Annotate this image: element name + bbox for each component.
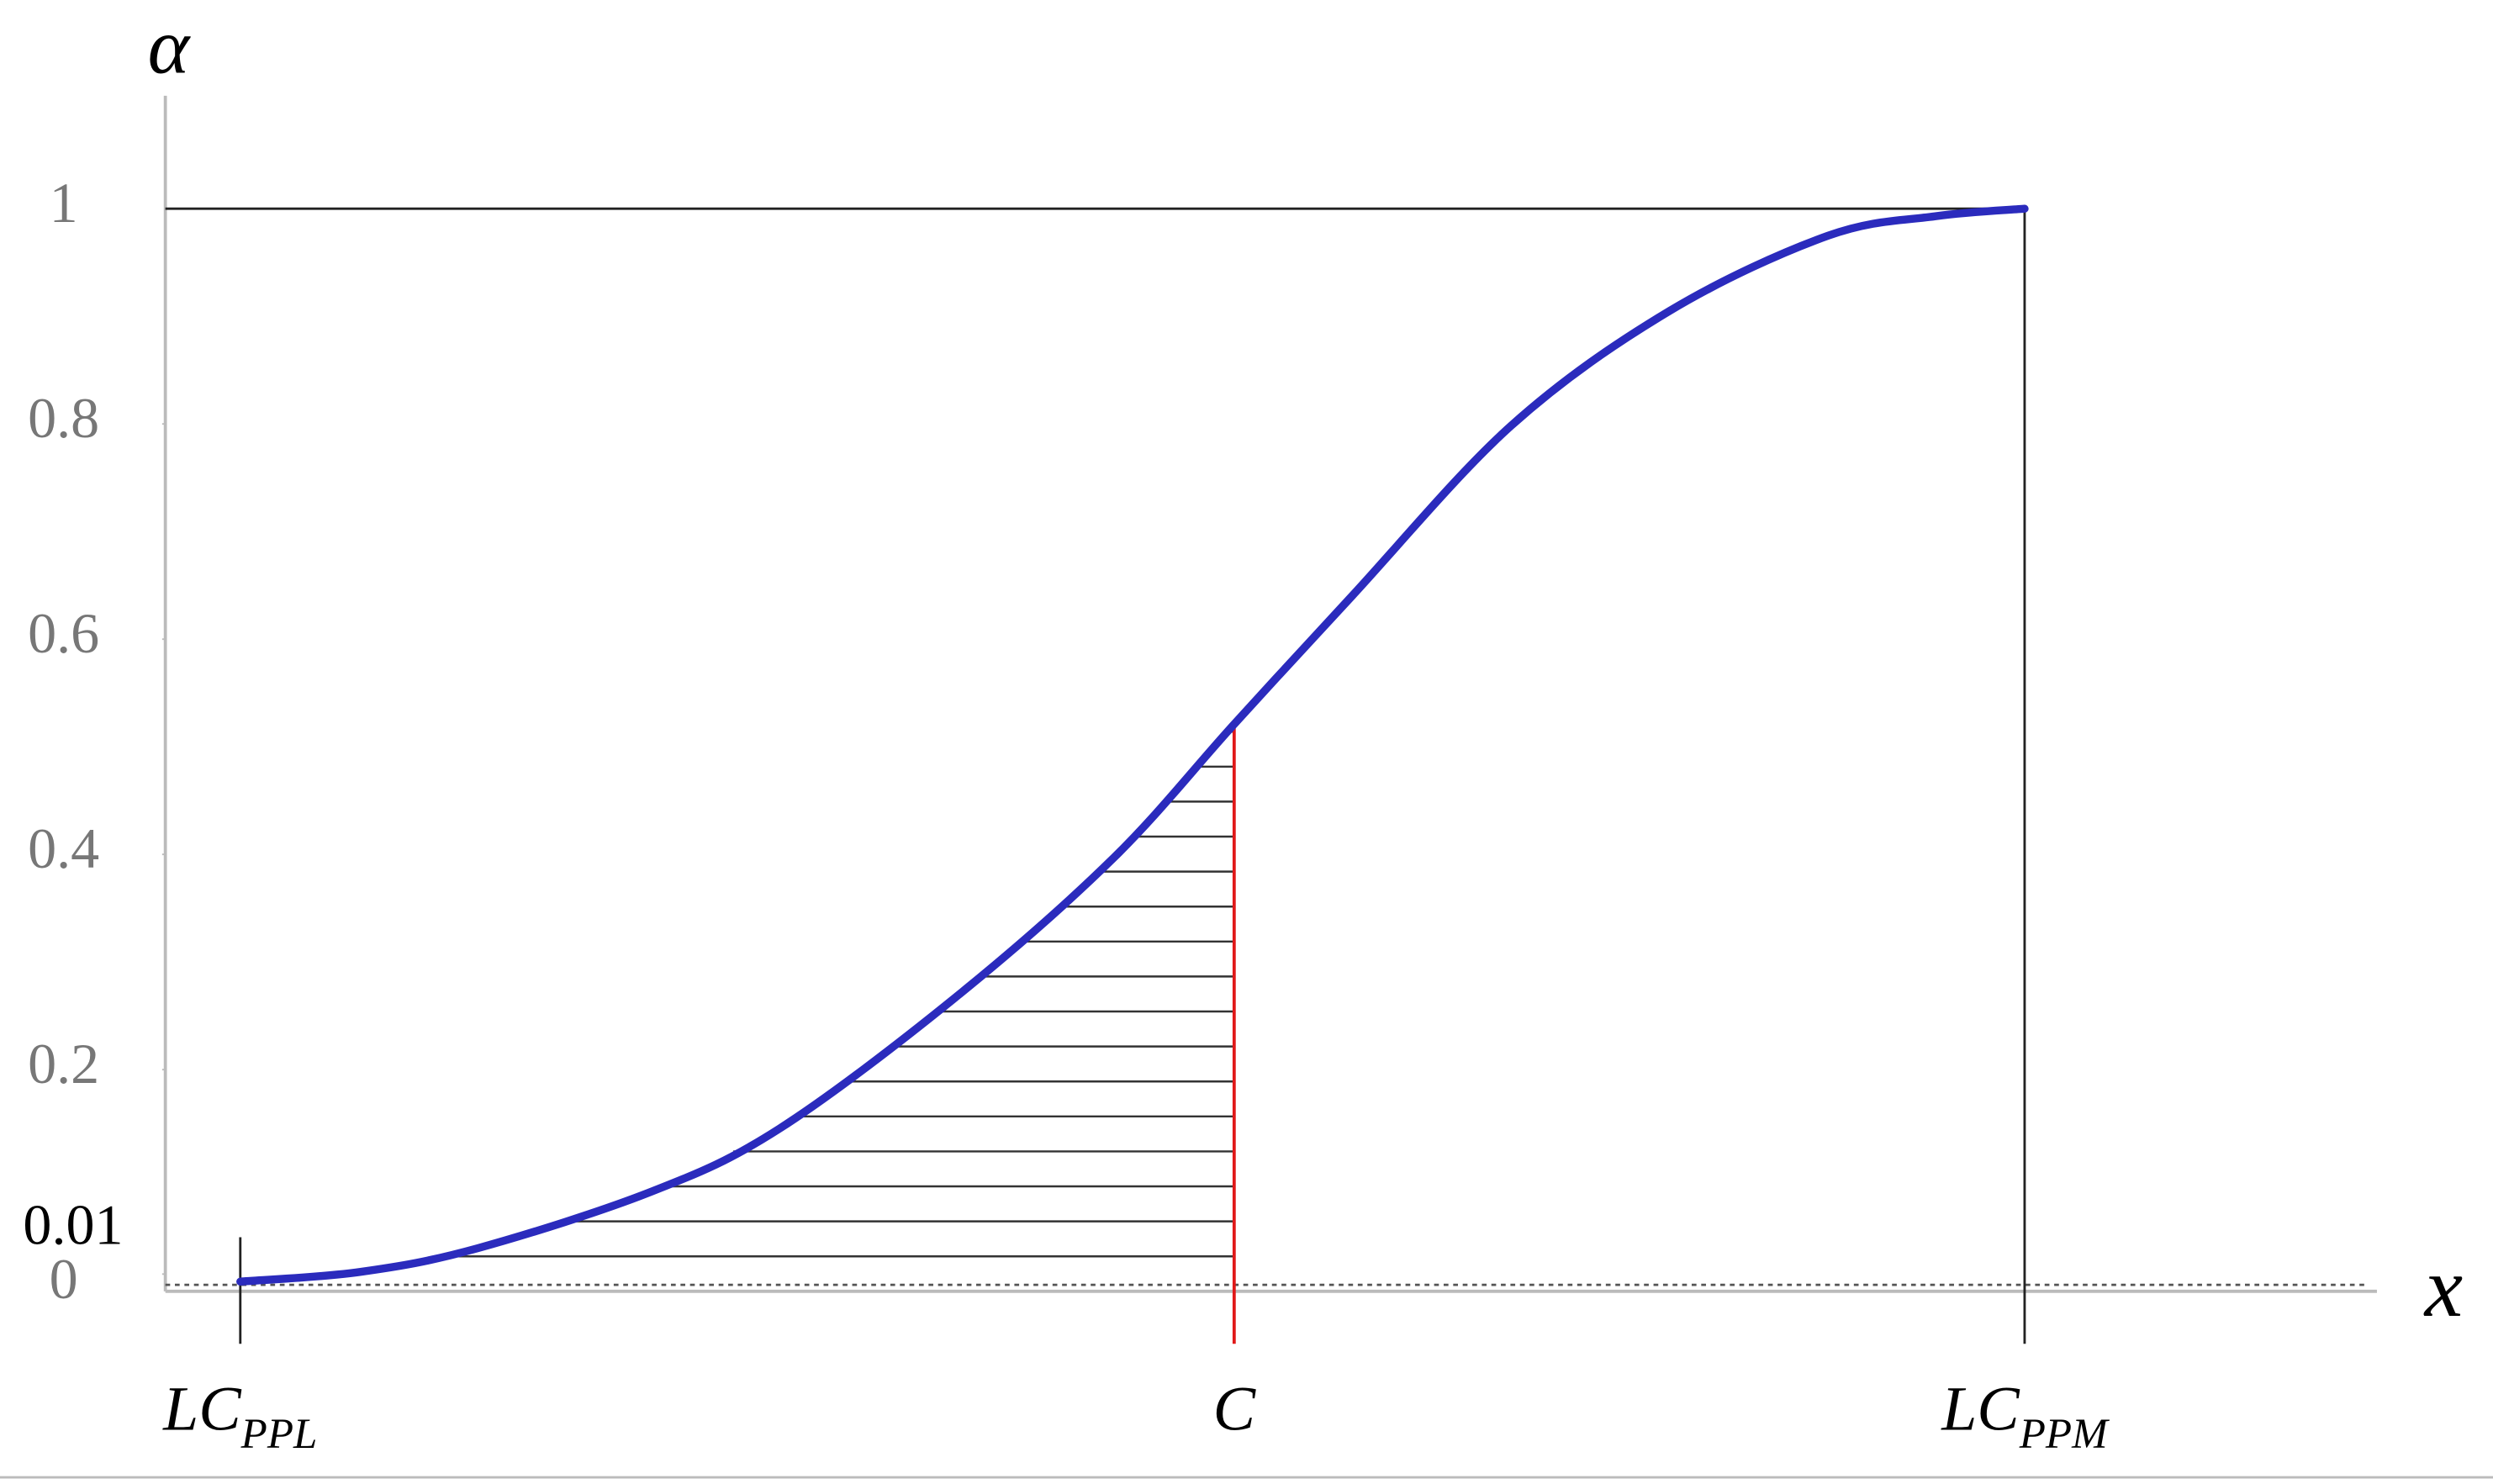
x-tick-label-main: LC xyxy=(1941,1375,2020,1444)
y-tick-label: 1 xyxy=(50,171,78,235)
x-tick-label-sub: PPM xyxy=(2019,1411,2110,1458)
curve xyxy=(236,204,2029,1286)
x-axis-label: x xyxy=(2423,1240,2463,1335)
y-tick-label: 0.6 xyxy=(28,601,99,665)
y-tick-label: 0.01 xyxy=(23,1192,123,1256)
x-tick-label-sub: PPL xyxy=(240,1411,318,1458)
y-tick-label: 0 xyxy=(50,1247,78,1311)
x-tick-label: LCPPL xyxy=(162,1375,317,1458)
y-tick-label: 0.4 xyxy=(28,816,99,880)
y-tick-label: 0.2 xyxy=(28,1032,99,1096)
x-tick-label: C xyxy=(1213,1375,1257,1444)
x-tick-label-main: LC xyxy=(162,1375,242,1444)
x-tick-label-main: C xyxy=(1213,1375,1257,1444)
y-tick-label: 0.8 xyxy=(28,386,99,450)
y-axis-label: α xyxy=(148,3,192,90)
x-tick-label: LCPPM xyxy=(1941,1375,2110,1458)
